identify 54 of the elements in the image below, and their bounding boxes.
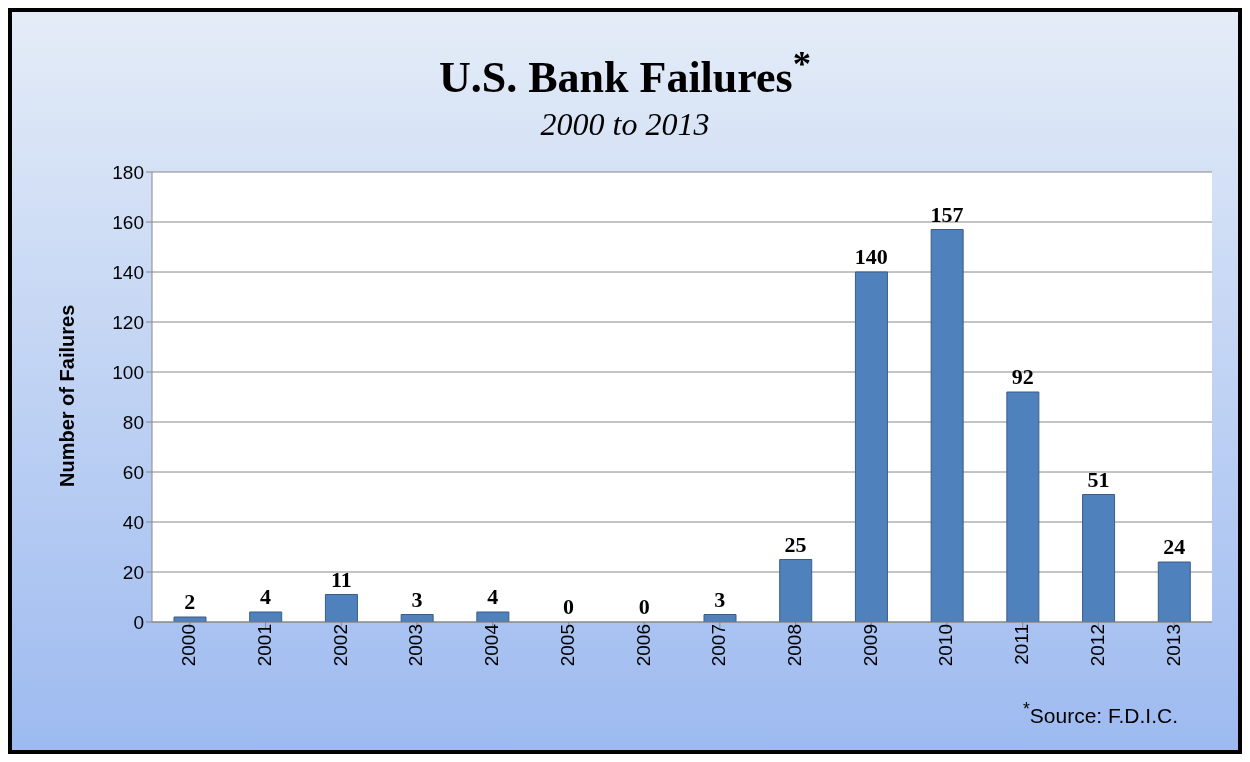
data-label: 140 <box>854 244 888 269</box>
y-tick-label: 0 <box>133 611 144 633</box>
x-tick-label: 2007 <box>708 624 730 667</box>
data-label: 11 <box>330 566 352 592</box>
bar <box>173 616 207 622</box>
y-axis-title: Number of Failures <box>56 304 79 487</box>
data-label: 157 <box>930 201 964 227</box>
x-tick-label: 2003 <box>405 624 427 667</box>
data-label: 24 <box>1163 534 1186 559</box>
data-label: 25 <box>784 531 807 557</box>
data-label: 92 <box>1011 364 1034 389</box>
x-tick-label: 2001 <box>254 624 276 667</box>
y-tick-label: 80 <box>122 411 144 433</box>
y-tick-label: 120 <box>112 311 144 333</box>
y-tick-label: 60 <box>122 461 144 483</box>
bar <box>476 611 510 622</box>
data-label: 2 <box>184 589 196 614</box>
bar <box>703 614 737 622</box>
x-tick-label: 2005 <box>556 624 578 667</box>
bar <box>249 611 283 622</box>
data-label: 4 <box>487 584 499 609</box>
y-tick-label: 160 <box>112 211 144 233</box>
data-label: 3 <box>714 586 726 612</box>
y-tick-label: 100 <box>112 361 144 383</box>
bar <box>1082 494 1116 622</box>
bar <box>854 271 888 622</box>
bar <box>324 594 358 622</box>
bar <box>779 559 813 622</box>
x-tick-label: 2012 <box>1086 624 1108 667</box>
y-tick-label: 180 <box>112 161 144 183</box>
x-tick-label: 2004 <box>481 623 503 667</box>
data-label: 0 <box>638 594 650 619</box>
chart-subtitle: 2000 to 2013 <box>539 104 711 144</box>
bar <box>1006 391 1040 622</box>
data-label: 0 <box>562 594 574 619</box>
chart-title: U.S. Bank Failures$^{*}$ <box>437 42 812 104</box>
x-tick-label: 2013 <box>1162 624 1184 667</box>
x-tick-label: 2008 <box>784 624 806 667</box>
bar <box>1157 561 1191 622</box>
bar <box>400 614 434 622</box>
data-label: 4 <box>260 584 272 609</box>
y-tick-label: 40 <box>122 511 144 533</box>
y-tick-label: 140 <box>112 261 144 283</box>
text: $^{*}$Source: F.D.I.C. <box>1022 699 1178 728</box>
bar <box>930 229 964 622</box>
x-tick-label: 2006 <box>632 624 654 667</box>
x-tick-label: 2000 <box>178 624 200 667</box>
data-label: 3 <box>411 586 423 612</box>
x-tick-label: 2010 <box>935 624 957 667</box>
x-tick-label: 2002 <box>329 624 351 667</box>
data-label: 51 <box>1087 466 1110 492</box>
y-tick-label: 20 <box>122 561 144 583</box>
x-tick-label: 2009 <box>859 624 881 667</box>
x-tick-label: 2011 <box>1011 624 1033 665</box>
